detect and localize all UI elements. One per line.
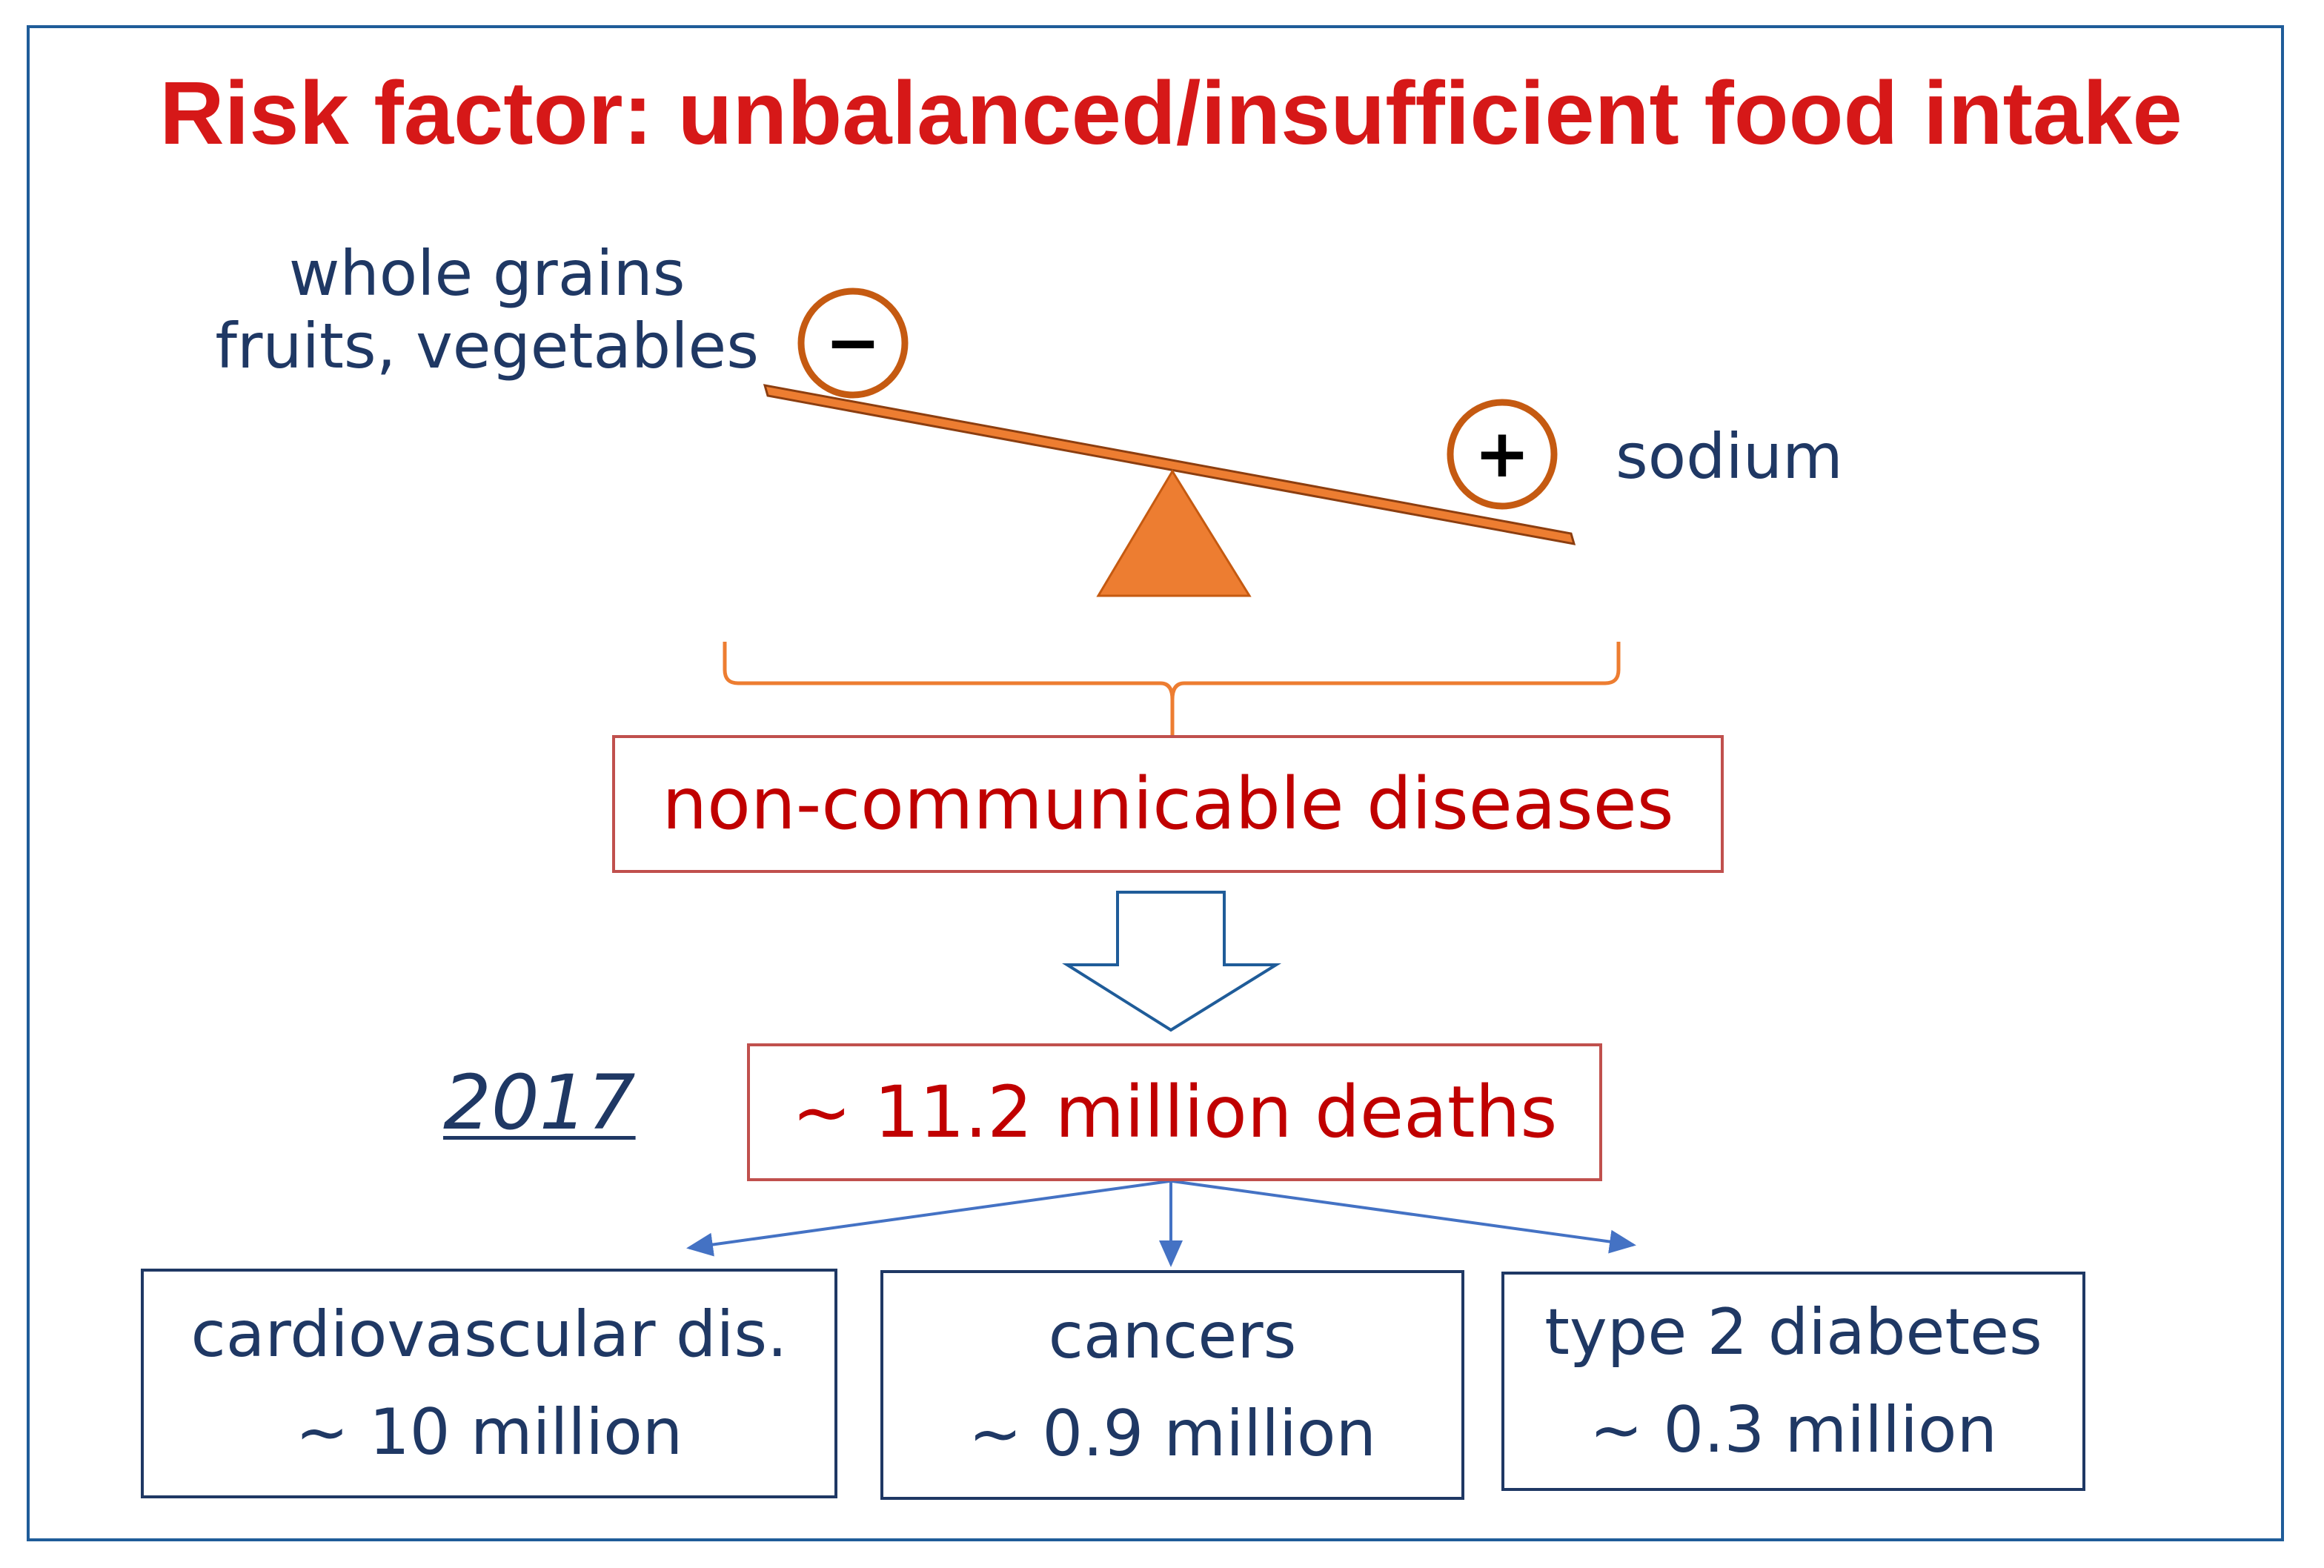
- total-deaths-label: ~ 11.2 million deaths: [791, 1071, 1558, 1154]
- diabetes-name: type 2 diabetes: [1544, 1295, 2042, 1369]
- cancers-box: cancers ~ 0.9 million: [880, 1270, 1464, 1500]
- good-foods-label: whole grains fruits, vegetables: [215, 237, 759, 382]
- cardiovascular-deaths: ~ 10 million: [295, 1395, 683, 1469]
- diabetes-deaths: ~ 0.3 million: [1590, 1393, 1997, 1467]
- plus-icon: +: [1474, 415, 1530, 493]
- slide-title: Risk factor: unbalanced/insufficient foo…: [159, 62, 2182, 163]
- ncd-box: non-communicable diseases: [612, 735, 1724, 873]
- total-deaths-box: ~ 11.2 million deaths: [747, 1043, 1602, 1181]
- year-label: 2017: [443, 1059, 636, 1147]
- whole-grains-label: whole grains: [288, 237, 685, 310]
- cancers-deaths: ~ 0.9 million: [969, 1397, 1376, 1471]
- sodium-label: sodium: [1616, 420, 1843, 493]
- diabetes-box: type 2 diabetes ~ 0.3 million: [1501, 1272, 2085, 1491]
- cardiovascular-name: cardiovascular dis.: [190, 1298, 788, 1372]
- minus-icon: −: [825, 304, 881, 382]
- cancers-name: cancers: [1048, 1299, 1297, 1373]
- fruits-vegetables-label: fruits, vegetables: [215, 310, 759, 382]
- cardiovascular-box: cardiovascular dis. ~ 10 million: [141, 1269, 837, 1498]
- ncd-label: non-communicable diseases: [662, 763, 1674, 846]
